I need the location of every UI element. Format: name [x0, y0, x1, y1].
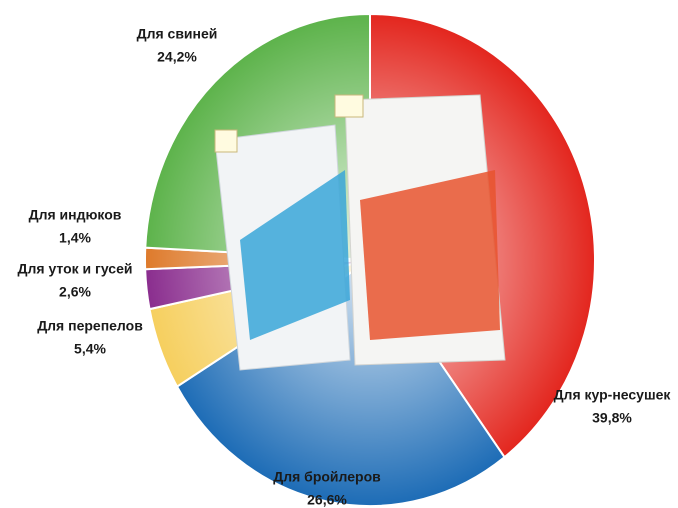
- slice-label: Для кур-несушек: [554, 387, 672, 403]
- slice-value-label: 26,6%: [307, 492, 347, 508]
- slice-label: Для бройлеров: [273, 469, 381, 485]
- slice-value-label: 2,6%: [59, 284, 91, 300]
- slice-label: Для перепелов: [37, 318, 143, 334]
- slice-value-label: 5,4%: [74, 341, 106, 357]
- slice-label: Для уток и гусей: [18, 261, 133, 277]
- slice-label: Для свиней: [137, 26, 218, 42]
- slice-value-label: 39,8%: [592, 410, 632, 426]
- slice-value-label: 24,2%: [157, 49, 197, 65]
- slice-label: Для индюков: [29, 207, 122, 223]
- product-photo: [214, 94, 506, 371]
- slice-value-label: 1,4%: [59, 230, 91, 246]
